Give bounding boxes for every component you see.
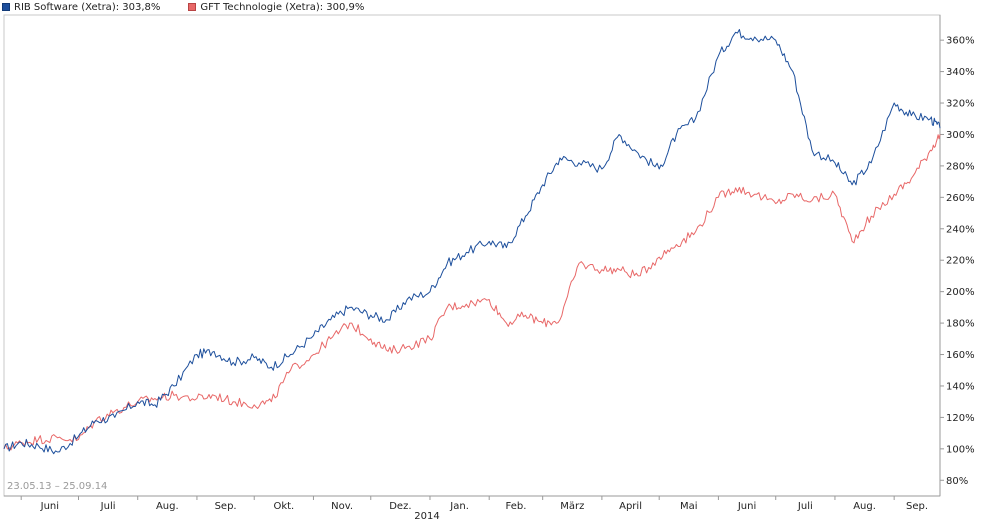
year-label: 2014 xyxy=(414,511,439,521)
x-tick-label: März xyxy=(560,501,584,512)
y-tick-label: 240% xyxy=(946,224,975,235)
legend-item-gft[interactable]: GFT Technologie (Xetra): 300,9% xyxy=(188,2,364,13)
x-tick-label: Aug. xyxy=(156,501,179,512)
x-tick-label: Mai xyxy=(680,501,698,512)
series-layer xyxy=(3,29,941,455)
x-tick-label: Juni xyxy=(737,501,756,512)
y-tick-label: 320% xyxy=(946,99,975,110)
x-tick-label: Feb. xyxy=(505,501,526,512)
x-tick-label: Nov. xyxy=(331,501,353,512)
x-tick-label: Aug. xyxy=(853,501,876,512)
x-tick-label: April xyxy=(619,501,642,512)
legend-item-rib[interactable]: RIB Software (Xetra): 303,8% xyxy=(2,2,160,13)
y-tick-label: 300% xyxy=(946,130,975,141)
series-line-rib xyxy=(3,29,941,455)
legend-label-rib: RIB Software (Xetra): 303,8% xyxy=(14,1,161,13)
x-tick-label: Jan. xyxy=(449,501,469,512)
x-tick-label: Sep. xyxy=(215,501,237,512)
y-tick-label: 100% xyxy=(946,444,975,455)
y-tick-label: 140% xyxy=(946,381,975,392)
y-tick-label: 160% xyxy=(946,350,975,361)
plot-area xyxy=(3,14,941,497)
y-tick-label: 180% xyxy=(946,319,975,330)
y-tick-label: 220% xyxy=(946,256,975,267)
legend-swatch-gft xyxy=(188,3,197,11)
y-tick-label: 200% xyxy=(946,287,975,298)
y-tick-label: 340% xyxy=(946,67,975,78)
x-tick-label: Juni xyxy=(40,501,59,512)
x-tick-label: Sep. xyxy=(906,501,928,512)
y-tick-label: 360% xyxy=(946,36,975,47)
legend-label-gft: GFT Technologie (Xetra): 300,9% xyxy=(200,1,365,13)
y-tick-label: 280% xyxy=(946,161,975,172)
x-tick-label: Okt. xyxy=(273,501,294,512)
legend-swatch-rib xyxy=(2,3,10,11)
y-axis-ticks: 80% 100% 120% 140% 160% 180% 200% 220% 240% 260% 2… xyxy=(940,36,975,487)
y-tick-label: 80% xyxy=(946,476,968,487)
y-tick-label: 260% xyxy=(946,193,975,204)
date-range-label: 23.05.13 – 25.09.14 xyxy=(7,481,107,492)
y-tick-label: 120% xyxy=(946,413,975,424)
legend: RIB Software (Xetra): 303,8% GFT Technol… xyxy=(2,0,392,14)
x-axis-ticks: Juni Juli Aug. Sep. Okt. Nov. Dez. Jan. Feb. März… xyxy=(20,496,928,512)
x-tick-label: Juli xyxy=(797,501,813,512)
x-tick-label: Dez. xyxy=(389,501,411,512)
x-tick-label: Juli xyxy=(100,501,116,512)
